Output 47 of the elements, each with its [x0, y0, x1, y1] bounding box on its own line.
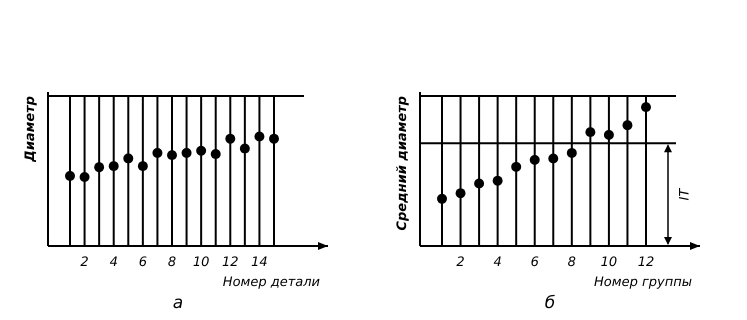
point [152, 148, 162, 158]
point [108, 161, 119, 172]
point [240, 144, 250, 154]
x-tick-label: 4 [110, 255, 118, 270]
point [225, 134, 236, 144]
point [196, 146, 206, 156]
point [566, 148, 577, 158]
point [138, 161, 148, 172]
point [456, 188, 466, 198]
point [65, 170, 75, 181]
x-tick-label: 8 [168, 255, 176, 270]
point [94, 162, 104, 172]
x-tick-label: 6 [138, 255, 147, 270]
y-axis-title: Средний диаметр [395, 96, 410, 231]
x-tick-label: 6 [530, 255, 539, 270]
point [641, 102, 651, 112]
point [585, 127, 596, 138]
x-tick-label: 14 [251, 255, 268, 270]
x-axis-title: Номер детали [222, 275, 320, 290]
point [123, 153, 134, 164]
text: а [172, 293, 184, 313]
point [167, 150, 177, 160]
x-tick-label: 8 [568, 255, 576, 270]
point [80, 172, 90, 182]
point [210, 149, 221, 160]
text: б [544, 293, 556, 313]
x-axis-title: Номер группы [594, 275, 692, 290]
point [548, 154, 558, 164]
point [474, 178, 484, 188]
point [182, 148, 192, 158]
x-tick-label: 2 [80, 255, 89, 270]
x-tick-label: 12 [222, 255, 239, 270]
point [530, 154, 540, 165]
ref-line-label: IT [678, 188, 693, 200]
x-tick-label: 12 [638, 255, 654, 270]
y-axis-title: Диаметр [23, 96, 38, 163]
x-tick-label: 10 [600, 255, 618, 270]
point [269, 134, 279, 144]
point [604, 130, 614, 140]
x-tick-label: 4 [493, 255, 502, 270]
point [492, 176, 503, 186]
x-tick-label: 10 [192, 255, 210, 270]
point [254, 132, 264, 142]
point [622, 120, 632, 130]
x-tick-label: 2 [456, 255, 465, 270]
point [437, 194, 447, 204]
point [511, 162, 522, 172]
